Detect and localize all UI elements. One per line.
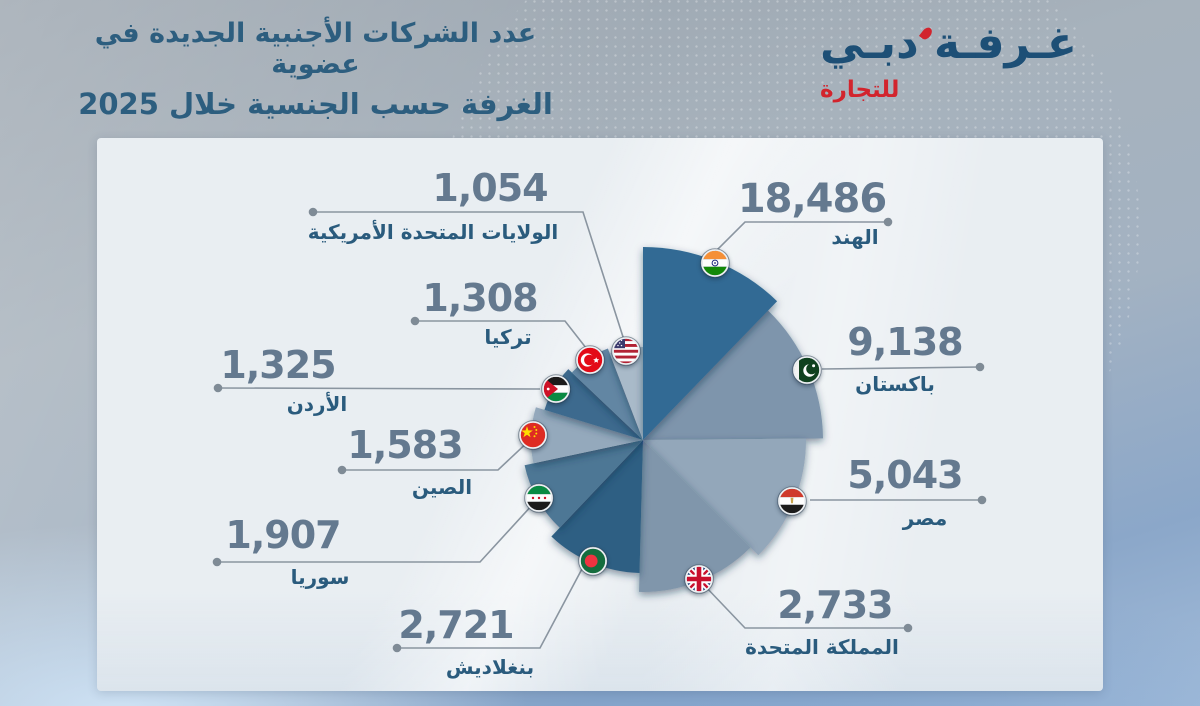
- slice-united-states: [609, 347, 643, 440]
- title-line-2: الغرفة حسب الجنسية خلال 2025: [78, 87, 553, 121]
- slice-syria: [524, 440, 643, 528]
- leader-dot-turkey: [410, 316, 420, 326]
- slice-egypt: [643, 438, 807, 556]
- slice-india: [643, 247, 778, 440]
- leader-dot-egypt: [977, 495, 987, 505]
- slice-china: [530, 407, 643, 464]
- slice-bangladesh: [551, 440, 643, 573]
- title-line-1: عدد الشركات الأجنبية الجديدة في عضوية: [94, 18, 537, 80]
- leader-line-india: [709, 221, 888, 258]
- leader-line-united-states: [313, 211, 625, 341]
- leader-line-china: [342, 437, 533, 471]
- logo-wordmark: غـرفـة دبـي: [820, 18, 1077, 69]
- leader-dot-syria: [212, 557, 222, 567]
- leader-dot-jordan: [213, 383, 223, 393]
- page-title: عدد الشركات الأجنبية الجديدة في عضوية ال…: [58, 18, 573, 121]
- leader-line-syria: [217, 502, 535, 563]
- pie-slices: [524, 247, 823, 592]
- slice-united-kingdom: [639, 440, 751, 592]
- leader-dot-china: [337, 465, 347, 475]
- slice-pakistan: [643, 310, 823, 440]
- logo-tagline: للتجارة: [820, 77, 900, 104]
- leader-line-bangladesh: [397, 566, 584, 649]
- leader-lines: [212, 207, 987, 653]
- leader-dot-bangladesh: [392, 643, 402, 653]
- leader-dot-pakistan: [975, 362, 985, 372]
- dubai-chamber-logo: غـرفـة دبـي للتجارة: [820, 18, 1100, 104]
- leader-dot-united-kingdom: [903, 623, 913, 633]
- leader-line-pakistan: [821, 366, 981, 370]
- leader-line-jordan: [217, 387, 541, 390]
- leader-dot-united-states: [308, 207, 318, 217]
- leader-dot-india: [883, 217, 893, 227]
- leader-line-turkey: [415, 320, 591, 354]
- leader-line-united-kingdom: [703, 584, 908, 629]
